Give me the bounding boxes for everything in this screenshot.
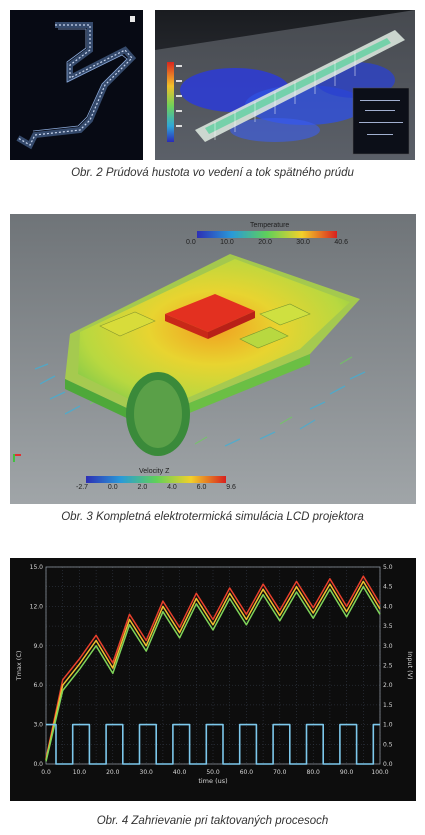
- temperature-scale-title: Temperature: [250, 222, 290, 229]
- y2-axis-label: Input (V): [406, 651, 414, 679]
- return-current-flow-render: [155, 10, 415, 160]
- temperature-tick: 40.6: [334, 239, 348, 246]
- velocity-scale-ticks: -2.7 0.0 2.0 4.0 6.0 9.6: [76, 484, 236, 491]
- velocity-tick: 9.6: [226, 484, 236, 491]
- y2-tick-label: 3.0: [383, 643, 393, 650]
- y2-tick-label: 1.0: [383, 722, 393, 729]
- y-tick-label: 12.0: [30, 603, 44, 610]
- figure-2-caption: Obr. 2 Prúdová hustota vo vedení a tok s…: [71, 167, 354, 179]
- x-tick-label: 0.0: [41, 769, 51, 776]
- y2-tick-label: 1.5: [383, 702, 393, 709]
- y2-tick-label: 4.5: [383, 584, 393, 591]
- x-tick-label: 30.0: [140, 769, 154, 776]
- figure-2-left-image: [10, 10, 143, 160]
- y-tick-label: 3.0: [33, 722, 43, 729]
- x-tick-label: 100.0: [371, 769, 388, 776]
- chart-background: [10, 558, 416, 801]
- y2-tick-label: 4.0: [383, 603, 393, 610]
- figure-3-caption: Obr. 3 Kompletná elektrotermická simulác…: [61, 511, 364, 523]
- temperature-tick: 0.0: [186, 239, 196, 246]
- temperature-tick: 20.0: [258, 239, 272, 246]
- x-tick-label: 20.0: [106, 769, 120, 776]
- input-pulse-series-line: [46, 723, 380, 765]
- y2-tick-label: 3.5: [383, 623, 393, 630]
- plot-area-frame: [45, 566, 381, 765]
- velocity-scale-title: Velocity Z: [139, 468, 170, 475]
- y2-tick-label: 2.5: [383, 663, 393, 670]
- x-tick-label: 40.0: [173, 769, 187, 776]
- y-tick-label: 15.0: [30, 564, 44, 571]
- velocity-colorbar: [86, 476, 226, 483]
- y-axis-label: Tmax (C): [15, 651, 23, 682]
- x-axis-label: time (us): [198, 777, 227, 785]
- heating-chart-svg: 0.0 10.0 20.0 30.0 40.0 50.0 60.0 70.0 80.0 90.0 1…: [10, 558, 416, 801]
- temperature-colorbar: [197, 231, 337, 238]
- figure-2-right-image: [155, 10, 415, 160]
- y-tick-label: 6.0: [33, 682, 43, 689]
- temperature-series-line-1: [45, 575, 381, 759]
- x-tick-label: 10.0: [73, 769, 87, 776]
- velocity-tick: -2.7: [76, 484, 89, 491]
- y-tick-label: 9.0: [33, 643, 43, 650]
- velocity-tick: 4.0: [167, 484, 177, 491]
- figure-3-image: [10, 214, 416, 504]
- velocity-tick: 0.0: [107, 484, 118, 491]
- y2-tick-label: 0.5: [383, 741, 393, 748]
- temperature-scale-ticks: 0.0 10.0 20.0 30.0 40.6: [186, 239, 348, 246]
- figure-4-caption: Obr. 4 Zahrievanie pri taktovaných proce…: [96, 815, 329, 827]
- y2-tick-label: 5.0: [383, 564, 393, 571]
- y-tick-label: 0.0: [33, 761, 43, 768]
- current-density-trace-render: [10, 10, 143, 160]
- temperature-tick: 30.0: [296, 239, 310, 246]
- velocity-tick: 6.0: [196, 484, 207, 491]
- y2-tick-label: 0.0: [383, 761, 393, 768]
- temperature-series-line-3: [45, 585, 381, 762]
- x-tick-label: 90.0: [340, 769, 354, 776]
- lcd-projector-simulation-render: [10, 214, 416, 504]
- x-tick-label: 80.0: [307, 769, 321, 776]
- figure-4-chart: 0.0 10.0 20.0 30.0 40.0 50.0 60.0 70.0 80.0 90.0 1…: [10, 558, 416, 801]
- x-tick-label: 60.0: [240, 769, 254, 776]
- x-tick-label: 70.0: [273, 769, 287, 776]
- velocity-tick: 2.0: [137, 484, 148, 491]
- y2-tick-label: 2.0: [383, 682, 393, 689]
- temperature-series-line-2: [45, 580, 381, 761]
- x-tick-label: 50.0: [206, 769, 220, 776]
- temperature-tick: 10.0: [220, 239, 234, 246]
